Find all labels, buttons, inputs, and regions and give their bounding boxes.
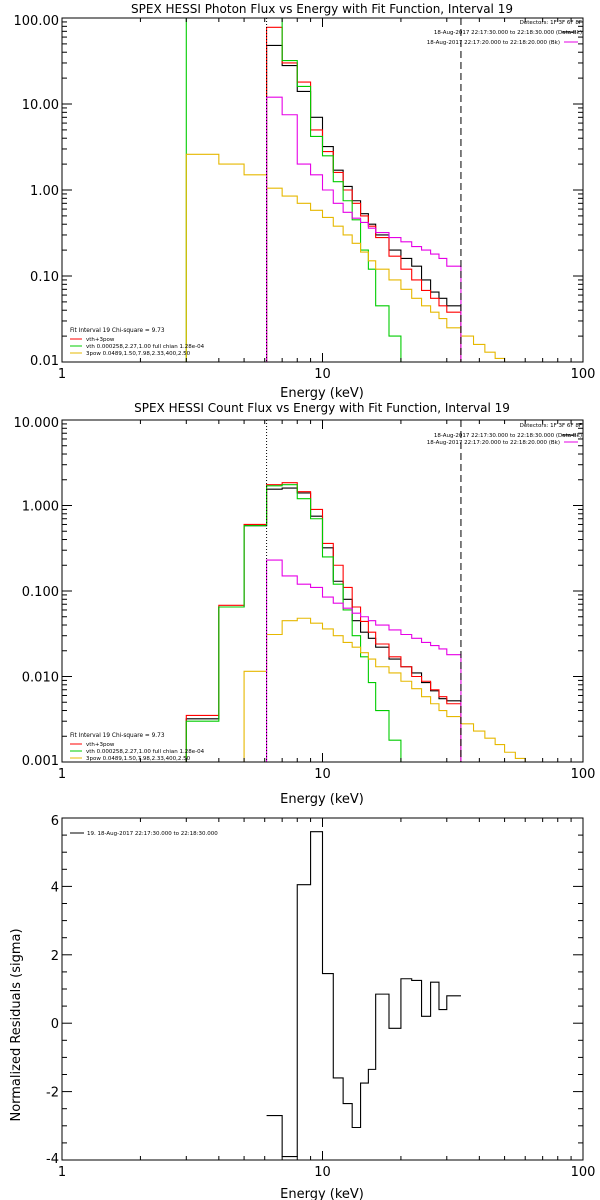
y-tick-label: 4: [51, 880, 59, 895]
residuals-panel: 1 10 100 -4 -2 0 2 4 6 Energy (keV) Normalized R…: [9, 814, 595, 1200]
x-tick-label: 1: [58, 1165, 66, 1180]
x-tick-label: 10: [314, 767, 331, 782]
legend-data-interval: 18-Aug-2017 22:17:30.000 to 22:18:30.000…: [434, 433, 582, 439]
series-line-2: [185, 18, 402, 362]
y-tick-label: 0: [51, 1017, 59, 1032]
y-tick-label: 100.00: [14, 14, 60, 29]
residuals-legend: 19. 18-Aug-2017 22:17:30.000 to 22:18:30…: [70, 831, 218, 837]
series-line-0: [185, 487, 462, 762]
count-flux-legend-header: Detectors: 1F 3F 6F 8F 18-Aug-2017 22:17…: [427, 423, 582, 446]
y-tick-label: 1.000: [22, 500, 59, 515]
legend-fit-model: vth+3pow: [86, 337, 115, 343]
y-tick-label: 0.010: [22, 671, 59, 686]
legend-detectors: Detectors: 1F 3F 6F 8F: [520, 20, 582, 26]
series-line-4: [266, 96, 462, 362]
y-tick-label: 0.10: [30, 270, 59, 285]
x-tick-label: 10: [314, 1165, 331, 1180]
legend-fit-3pow: 3pow 0.0489,1.50,7.98,2.33,400,2.50: [86, 351, 191, 357]
y-tick-label: 10.000: [14, 416, 60, 431]
residuals-legend-text: 19. 18-Aug-2017 22:17:30.000 to 22:18:30…: [87, 831, 218, 837]
x-tick-label: 100: [571, 767, 596, 782]
y-tick-label: 0.001: [22, 754, 59, 769]
x-tick-label: 100: [571, 1165, 596, 1180]
y-tick-label: 2: [51, 949, 59, 964]
x-tick-label: 10: [314, 367, 331, 382]
y-tick-label: 6: [51, 814, 59, 829]
photon-flux-plot-frame: [61, 17, 584, 363]
legend-data-interval: 18-Aug-2017 22:17:30.000 to 22:18:30.000…: [434, 30, 582, 36]
y-tick-label: 0.01: [30, 354, 59, 369]
photon-flux-panel: SPEX HESSI Photon Flux vs Energy with Fi…: [14, 2, 596, 401]
series-line-2: [185, 484, 402, 762]
legend-fit-interval: Fit Interval 19 Chi-square = 9.73: [70, 733, 165, 739]
legend-fit-vth: vth 0.000258,2.27,1.00 full chian 1.28e-…: [86, 344, 205, 350]
series-line-3: [243, 617, 526, 762]
count-flux-title: SPEX HESSI Count Flux vs Energy with Fit…: [134, 401, 510, 415]
photon-flux-x-axis-label: Energy (keV): [280, 386, 364, 401]
legend-bk-interval: 18-Aug-2017 22:17:20.000 to 22:18:20.000…: [427, 40, 560, 46]
residuals-x-axis-label: Energy (keV): [280, 1187, 364, 1200]
x-tick-label: 1: [58, 767, 66, 782]
series-line-4: [266, 559, 462, 762]
photon-flux-title: SPEX HESSI Photon Flux vs Energy with Fi…: [131, 2, 513, 16]
series-line-1: [185, 482, 462, 762]
photon-flux-ticks: 1 10 100 0.01 0.10 1.00 10.00 100.00: [14, 14, 596, 382]
y-tick-label: 10.00: [22, 98, 59, 113]
photon-flux-legend-header: Detectors: 1F 3F 6F 8F 18-Aug-2017 22:17…: [427, 20, 582, 46]
count-flux-x-axis-label: Energy (keV): [280, 792, 364, 807]
legend-bk-interval: 18-Aug-2017 22:17:20.000 to 22:18:20.000…: [427, 440, 560, 446]
legend-fit-vth: vth 0.000258,2.27,1.00 full chian 1.28e-…: [86, 749, 205, 755]
y-tick-label: -4: [46, 1152, 59, 1167]
residuals-y-axis-label: Normalized Residuals (sigma): [9, 928, 24, 1121]
legend-fit-interval: Fit Interval 19 Chi-square = 9.73: [70, 328, 165, 334]
count-flux-panel: SPEX HESSI Count Flux vs Energy with Fit…: [14, 401, 596, 807]
count-flux-legend-fit: Fit Interval 19 Chi-square = 9.73 vth+3p…: [70, 733, 205, 762]
legend-detectors: Detectors: 1F 3F 6F 8F: [520, 423, 582, 429]
x-tick-label: 1: [58, 367, 66, 382]
series-line-0: [266, 831, 461, 1158]
y-tick-label: -2: [46, 1086, 59, 1101]
photon-flux-legend-fit: Fit Interval 19 Chi-square = 9.73 vth+3p…: [70, 328, 205, 357]
photon-flux-series: [185, 18, 506, 362]
y-tick-label: 0.100: [22, 585, 59, 600]
legend-fit-3pow: 3pow 0.0489,1.50,7.98,2.33,400,2.50: [86, 756, 191, 762]
count-flux-series: [185, 420, 526, 762]
residuals-series: [266, 831, 461, 1158]
residuals-plot-frame: [61, 817, 584, 1161]
x-tick-label: 100: [571, 367, 596, 382]
legend-fit-model: vth+3pow: [86, 742, 115, 748]
y-tick-label: 1.00: [30, 184, 59, 199]
count-flux-plot-frame: [61, 419, 584, 763]
